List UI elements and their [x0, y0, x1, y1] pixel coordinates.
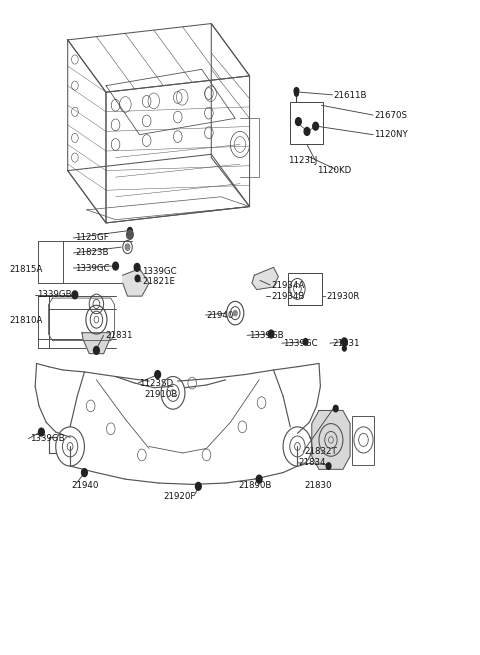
Text: 1125GF: 1125GF: [75, 233, 108, 242]
Text: 21823B: 21823B: [75, 248, 108, 257]
Polygon shape: [123, 269, 149, 296]
Circle shape: [195, 482, 201, 490]
Circle shape: [134, 263, 140, 271]
Text: 21821E: 21821E: [142, 277, 175, 286]
Circle shape: [126, 245, 129, 249]
Circle shape: [304, 128, 310, 136]
Circle shape: [326, 463, 331, 470]
Circle shape: [113, 262, 119, 270]
Text: 21940: 21940: [206, 310, 234, 320]
Circle shape: [295, 91, 299, 96]
Text: 21815A: 21815A: [9, 265, 43, 274]
Circle shape: [38, 428, 44, 436]
Circle shape: [303, 339, 308, 345]
Circle shape: [155, 371, 160, 379]
Text: 21930R: 21930R: [326, 291, 360, 301]
Circle shape: [333, 405, 338, 412]
Text: 21934A: 21934A: [271, 280, 304, 290]
Circle shape: [342, 346, 346, 351]
Text: 21830: 21830: [305, 481, 332, 490]
Circle shape: [313, 122, 319, 130]
Bar: [290, 102, 323, 145]
Text: 21831: 21831: [332, 339, 360, 348]
Circle shape: [294, 88, 299, 94]
Circle shape: [256, 476, 262, 483]
Circle shape: [94, 346, 99, 354]
Circle shape: [341, 338, 347, 346]
Text: 21670S: 21670S: [374, 111, 407, 120]
Text: 21834: 21834: [299, 458, 326, 467]
Text: 1339GB: 1339GB: [36, 290, 71, 299]
Text: 21890B: 21890B: [239, 481, 272, 490]
Text: 21910B: 21910B: [144, 390, 178, 399]
Text: 1123SD: 1123SD: [140, 379, 174, 388]
Circle shape: [233, 310, 237, 316]
Text: 21934B: 21934B: [271, 291, 304, 301]
Circle shape: [72, 291, 78, 299]
Text: 21831: 21831: [105, 331, 132, 340]
Polygon shape: [252, 267, 278, 290]
Text: 21920F: 21920F: [163, 492, 196, 500]
Text: 21611B: 21611B: [333, 91, 367, 100]
Circle shape: [127, 230, 133, 239]
Bar: [352, 416, 374, 465]
Text: 1123LJ: 1123LJ: [288, 157, 317, 165]
Text: 21940: 21940: [72, 481, 99, 490]
Bar: [288, 273, 323, 305]
Text: 21810A: 21810A: [9, 316, 43, 326]
Text: 1120NY: 1120NY: [374, 130, 408, 139]
Text: 21832T: 21832T: [305, 447, 337, 456]
Circle shape: [135, 275, 140, 282]
Polygon shape: [312, 411, 350, 470]
Polygon shape: [82, 333, 111, 354]
Circle shape: [128, 227, 132, 234]
Text: 1339GC: 1339GC: [283, 339, 318, 348]
Circle shape: [296, 118, 301, 126]
Text: 1339GB: 1339GB: [30, 434, 65, 443]
Circle shape: [82, 469, 87, 477]
Text: 1120KD: 1120KD: [317, 166, 351, 175]
Text: 1339GC: 1339GC: [142, 267, 177, 276]
Text: 1339GB: 1339GB: [249, 331, 283, 340]
Circle shape: [268, 330, 274, 338]
Text: 1339GC: 1339GC: [75, 263, 109, 272]
